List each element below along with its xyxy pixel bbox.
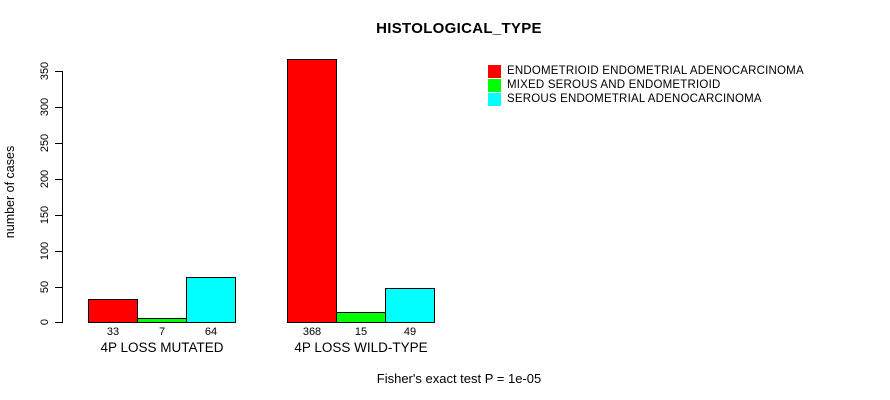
y-axis-tick-label: 50 xyxy=(39,280,51,294)
bar-value-label: 368 xyxy=(302,326,322,338)
category-label: 4P LOSS MUTATED xyxy=(100,340,224,355)
legend-item-label: MIXED SEROUS AND ENDOMETRIOID xyxy=(507,79,721,91)
legend-color-swatch xyxy=(488,64,501,78)
bar-4p-loss-wild-type-series-0 xyxy=(287,59,337,323)
bar-value-label: 7 xyxy=(158,326,166,338)
y-axis-tick-label: 250 xyxy=(39,133,51,153)
bar-4p-loss-wild-type-series-1 xyxy=(336,312,386,323)
bar-4p-loss-mutated-series-0 xyxy=(88,299,138,323)
bar-value-label: 33 xyxy=(106,326,120,338)
y-axis-tick-label: 200 xyxy=(39,169,51,189)
legend-color-swatch xyxy=(488,78,501,92)
stat-test-footnote: Fisher's exact test P = 1e-05 xyxy=(376,371,542,386)
y-axis-tick xyxy=(55,251,62,252)
legend-item: MIXED SEROUS AND ENDOMETRIOID xyxy=(488,78,804,92)
y-axis-tick-label: 150 xyxy=(39,205,51,225)
y-axis-title: number of cases xyxy=(3,145,17,239)
chart-title: HISTOLOGICAL_TYPE xyxy=(376,20,542,37)
bar-value-label: 49 xyxy=(403,326,417,338)
bar-value-label: 15 xyxy=(354,326,368,338)
legend: ENDOMETRIOID ENDOMETRIAL ADENOCARCINOMA M… xyxy=(488,64,804,106)
y-axis-tick xyxy=(55,107,62,108)
category-label: 4P LOSS WILD-TYPE xyxy=(294,340,428,355)
y-axis-tick xyxy=(55,71,62,72)
y-axis-tick-label: 100 xyxy=(39,241,51,261)
y-axis-tick xyxy=(55,179,62,180)
bar-4p-loss-wild-type-series-2 xyxy=(385,288,435,323)
legend-color-swatch xyxy=(488,92,501,106)
bar-4p-loss-mutated-series-2 xyxy=(186,277,236,323)
y-axis-tick xyxy=(55,287,62,288)
y-axis-tick-label: 350 xyxy=(39,61,51,81)
y-axis-tick xyxy=(55,322,62,323)
y-axis-tick-label: 300 xyxy=(39,97,51,117)
y-axis-line xyxy=(62,71,63,323)
legend-item: SEROUS ENDOMETRIAL ADENOCARCINOMA xyxy=(488,92,804,106)
y-axis-tick xyxy=(55,143,62,144)
bar-value-label: 64 xyxy=(204,326,218,338)
y-axis-tick xyxy=(55,215,62,216)
bar-4p-loss-mutated-series-1 xyxy=(137,318,187,323)
legend-item: ENDOMETRIOID ENDOMETRIAL ADENOCARCINOMA xyxy=(488,64,804,78)
legend-item-label: SEROUS ENDOMETRIAL ADENOCARCINOMA xyxy=(507,93,762,105)
legend-item-label: ENDOMETRIOID ENDOMETRIAL ADENOCARCINOMA xyxy=(507,65,804,77)
y-axis-tick-label: 0 xyxy=(39,318,51,326)
